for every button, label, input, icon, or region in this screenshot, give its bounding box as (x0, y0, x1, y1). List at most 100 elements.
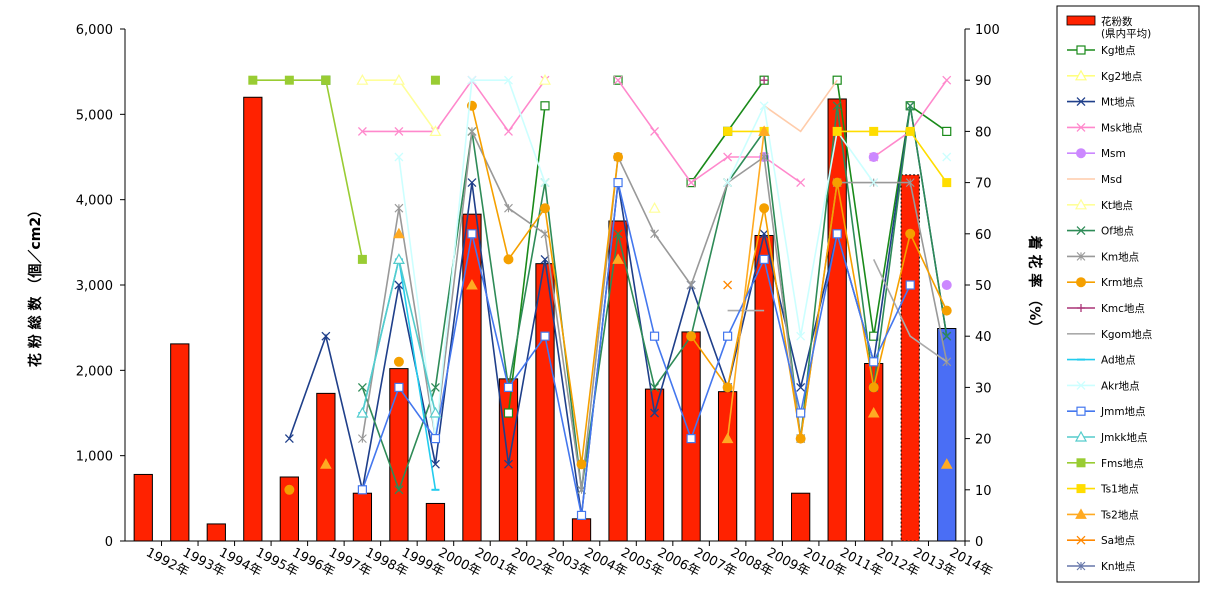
series-point (613, 75, 623, 85)
series-point (686, 178, 696, 188)
legend-series-label: Sa地点 (1101, 534, 1135, 547)
series-point (869, 357, 879, 367)
series-point (721, 432, 734, 444)
series-point (504, 75, 513, 85)
series-point (942, 152, 952, 162)
legend-bar-label: (県内平均) (1101, 27, 1151, 40)
series-point (832, 229, 842, 239)
series-point (429, 125, 442, 136)
legend-series-label: Kg2地点 (1101, 70, 1142, 83)
series-15 (356, 253, 442, 418)
series-point (357, 485, 367, 495)
series-point (796, 331, 806, 341)
bar (754, 235, 774, 542)
series-5 (763, 79, 838, 133)
x-tick-label: 2014年 (947, 545, 995, 580)
series-point (576, 510, 587, 520)
legend-marker (1076, 45, 1086, 55)
series-point (650, 408, 660, 418)
series-line (836, 80, 948, 337)
legend-series-label: Ts1地点 (1100, 483, 1139, 496)
legend-series-label: Jmm地点 (1100, 405, 1146, 418)
y-left-tick-label: 6,000 (76, 23, 113, 38)
legend-series-label: Msm (1101, 148, 1126, 160)
series-point (430, 434, 441, 444)
legend-series-label: Mt地点 (1101, 96, 1135, 109)
series-point (759, 101, 769, 111)
series-point (321, 75, 331, 85)
bar (791, 492, 811, 542)
series-point (648, 201, 661, 213)
bar (133, 473, 153, 542)
series-point (612, 253, 624, 264)
series-point (832, 126, 842, 136)
legend-series-label: Msd (1101, 174, 1122, 186)
series-line (507, 105, 546, 414)
y-right-tick-label: 30 (975, 381, 992, 396)
bars-layer (133, 96, 957, 542)
y-left-tick-label: 1,000 (76, 450, 113, 465)
y-axis-right-label: 着 花 率 （%） (1026, 235, 1043, 335)
legend-series-label: Kgom地点 (1101, 328, 1152, 341)
series-point (466, 278, 478, 290)
series-point (284, 75, 294, 85)
series-point (248, 75, 258, 85)
series-point (796, 382, 806, 392)
legend-marker (1076, 226, 1086, 236)
series-point (613, 178, 623, 188)
series-point (649, 331, 660, 341)
series-point (393, 356, 404, 367)
legend-series-label: Krm地点 (1101, 276, 1143, 289)
series-point (394, 152, 404, 162)
legend-series-label: Ad地点 (1101, 354, 1136, 367)
y-right-tick-label: 70 (975, 177, 992, 192)
series-point (320, 458, 332, 469)
series-14 (357, 178, 915, 520)
y-axis-left-label: 花 粉 総 数 （個／cm2） (27, 203, 44, 367)
series-line (763, 79, 838, 133)
legend-marker (1076, 252, 1086, 261)
series-point (503, 254, 514, 265)
series-point (430, 459, 440, 469)
y-right-tick-label: 20 (975, 433, 992, 448)
bar (937, 328, 957, 542)
series-11 (727, 259, 948, 363)
series-point (723, 331, 733, 341)
series-point (429, 406, 442, 418)
series-point (394, 280, 404, 290)
y-left-tick-label: 5,000 (76, 108, 113, 123)
y-left-tick-label: 0 (105, 535, 113, 550)
series-point (650, 382, 660, 392)
series-point (650, 126, 660, 136)
series-point (430, 382, 440, 392)
series-18 (320, 125, 953, 469)
legend-marker (1076, 561, 1086, 571)
series-point (941, 305, 952, 316)
series-point (942, 126, 952, 137)
legend-series-label: Kmc地点 (1101, 302, 1145, 315)
bar (425, 502, 446, 542)
series-point (284, 434, 294, 444)
series-point (796, 408, 806, 418)
series-line (837, 130, 948, 184)
series-point (467, 127, 477, 136)
legend-marker (1076, 458, 1086, 468)
legend-bar-swatch (1066, 15, 1096, 26)
bar (717, 391, 738, 542)
y-left-tick-label: 3,000 (76, 279, 113, 294)
series-point (940, 458, 953, 469)
bar (243, 96, 263, 542)
series-point (942, 75, 952, 85)
y-left-tick-label: 2,000 (76, 364, 113, 379)
series-point (394, 382, 404, 392)
series-point (723, 152, 733, 162)
series-point (868, 382, 879, 393)
legend-series-label: Of地点 (1101, 225, 1134, 238)
legend-marker (1076, 380, 1086, 390)
y-left-tick-label: 4,000 (76, 194, 113, 209)
series-line (361, 182, 911, 516)
series-point (650, 229, 659, 239)
legend-marker (1076, 484, 1086, 494)
legend-series-label: Jmkk地点 (1100, 431, 1148, 444)
series-point (869, 126, 879, 136)
